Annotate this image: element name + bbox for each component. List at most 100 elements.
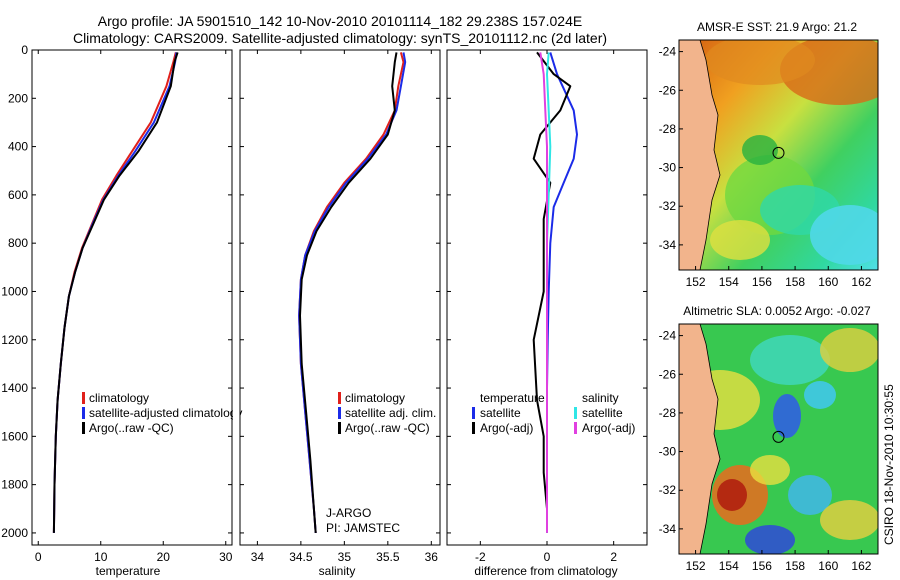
legend-heading-salinity: salinity <box>582 391 619 405</box>
difference-ticks: -2 0 2 <box>447 49 647 564</box>
legend-swatch-argo <box>338 422 341 434</box>
map-y-tick-label: -30 <box>659 445 677 459</box>
map-y-tick-label: -24 <box>659 45 677 59</box>
y-tick-label: 0 <box>21 43 28 57</box>
sla-map-image <box>679 324 878 554</box>
temperature-lines <box>52 52 179 533</box>
temperature-ticks: 0 10 20 30 0 200 400 600 800 1000 1200 1400 1600 1800… <box>1 43 232 564</box>
series-line-2-1 <box>532 51 572 533</box>
sla-map-title: Altimetric SLA: 0.0052 Argo: -0.027 <box>683 304 871 318</box>
legend-swatch-satellite-adj <box>338 407 341 419</box>
salinity-ticks: 34 34.5 35 35.5 36 <box>240 49 440 564</box>
map-x-tick-label: 160 <box>818 275 838 289</box>
map-x-tick-label: 154 <box>719 559 739 573</box>
temperature-legend: climatology satellite-adjusted climatolo… <box>82 391 242 435</box>
legend-label-sal-satellite: satellite <box>582 406 623 420</box>
y-tick-label: 1800 <box>1 478 28 492</box>
salinity-legend: climatology satellite adj. clim. Argo(..… <box>338 391 436 435</box>
series-line-1-2 <box>299 52 398 533</box>
temperature-panel-frame <box>31 49 233 546</box>
series-line-1-0 <box>298 52 405 533</box>
x-tick-label: 0 <box>544 550 551 564</box>
sst-map-ticks: 152 154 156 158 160 162 -24 -26 -28 -30 -32 -34 <box>659 45 872 289</box>
series-line-0-1 <box>52 52 178 533</box>
legend-label-climatology: climatology <box>89 391 149 405</box>
y-tick-label: 600 <box>8 188 28 202</box>
map-y-tick-label: -32 <box>659 199 677 213</box>
legend-swatch-temp-argo <box>472 422 475 434</box>
figure-title-line2: Climatology: CARS2009. Satellite-adjuste… <box>73 30 607 46</box>
legend-swatch-climatology <box>82 392 85 404</box>
series-line-2-3 <box>539 52 548 533</box>
difference-panel: -2 0 2 difference from climatology tempera… <box>446 49 648 578</box>
y-tick-label: 1400 <box>1 381 28 395</box>
map-y-tick-label: -30 <box>659 161 677 175</box>
legend-swatch-sal-satellite <box>574 407 577 419</box>
map-y-tick-label: -28 <box>659 406 677 420</box>
salinity-panel: 34 34.5 35 35.5 36 salinity climatology sate… <box>239 49 441 578</box>
y-tick-label: 200 <box>8 91 28 105</box>
series-line-0-2 <box>52 52 179 533</box>
legend-label-temp-satellite: satellite <box>480 406 521 420</box>
map-x-tick-label: 156 <box>752 559 772 573</box>
map-x-tick-label: 158 <box>785 275 805 289</box>
x-tick-label: 0 <box>35 550 42 564</box>
legend-heading-temperature: temperature <box>480 391 545 405</box>
series-line-0-0 <box>52 52 177 533</box>
sla-map-ticks: 152 154 156 158 160 162 -24 -26 -28 -30 -32 -34 <box>659 329 872 573</box>
x-tick-label: 30 <box>219 550 233 564</box>
legend-label-satellite-adj: satellite adj. clim. <box>345 406 436 420</box>
map-x-tick-label: 160 <box>818 559 838 573</box>
legend-label-temp-argo: Argo(-adj) <box>480 421 533 435</box>
legend-label-climatology: climatology <box>345 391 405 405</box>
legend-swatch-sal-argo <box>574 422 577 434</box>
map-x-tick-label: 152 <box>686 275 706 289</box>
temperature-panel: 0 10 20 30 0 200 400 600 800 1000 1200 1400 1600 1800… <box>1 43 242 578</box>
salinity-panel-frame <box>239 49 441 546</box>
y-tick-label: 2000 <box>1 526 28 540</box>
legend-label-argo: Argo(..raw -QC) <box>345 421 430 435</box>
legend-overflow-mask <box>233 405 240 421</box>
y-tick-label: 1200 <box>1 333 28 347</box>
map-y-tick-label: -34 <box>659 522 677 536</box>
sst-map-image <box>679 40 878 270</box>
series-line-2-0 <box>546 52 578 533</box>
salinity-lines <box>298 52 407 533</box>
legend-swatch-satellite-adjusted <box>82 407 85 419</box>
difference-axis-label: difference from climatology <box>474 564 617 578</box>
sst-map-panel: AMSR-E SST: 21.9 Argo: 21.2 152 154 156 158… <box>659 20 879 289</box>
x-tick-label: 20 <box>157 550 171 564</box>
x-tick-label: -2 <box>475 550 486 564</box>
float-pi-label: PI: JAMSTEC <box>326 521 400 535</box>
y-tick-label: 800 <box>8 236 28 250</box>
map-y-tick-label: -28 <box>659 122 677 136</box>
difference-lines <box>532 51 578 533</box>
x-tick-label: 34.5 <box>289 550 313 564</box>
map-y-tick-label: -32 <box>659 483 677 497</box>
figure-title-line1: Argo profile: JA 5901510_142 10-Nov-2010… <box>98 13 582 29</box>
map-y-tick-label: -26 <box>659 367 677 381</box>
map-x-tick-label: 162 <box>851 559 871 573</box>
side-timestamp-label: CSIRO 18-Nov-2010 10:30:55 <box>882 384 896 545</box>
sst-map-frame <box>678 39 879 271</box>
y-tick-label: 1000 <box>1 284 28 298</box>
x-tick-label: 35.5 <box>376 550 400 564</box>
legend-swatch-temp-satellite <box>472 407 475 419</box>
legend-label-satellite-adjusted: satellite-adjusted climatology <box>89 406 242 420</box>
x-tick-label: 10 <box>94 550 108 564</box>
map-y-tick-label: -26 <box>659 83 677 97</box>
temperature-axis-label: temperature <box>96 564 161 578</box>
argo-position-marker <box>772 146 785 159</box>
map-x-tick-label: 152 <box>686 559 706 573</box>
float-program-label: J-ARGO <box>326 506 371 520</box>
argo-position-marker <box>772 430 785 443</box>
map-x-tick-label: 162 <box>851 275 871 289</box>
x-tick-label: 34 <box>251 550 265 564</box>
map-x-tick-label: 156 <box>752 275 772 289</box>
sst-map-title: AMSR-E SST: 21.9 Argo: 21.2 <box>697 20 857 34</box>
legend-swatch-argo <box>82 422 85 434</box>
legend-swatch-climatology <box>338 392 341 404</box>
map-y-tick-label: -34 <box>659 238 677 252</box>
sla-map-panel: Altimetric SLA: 0.0052 Argo: -0.027 152 1… <box>659 304 879 573</box>
